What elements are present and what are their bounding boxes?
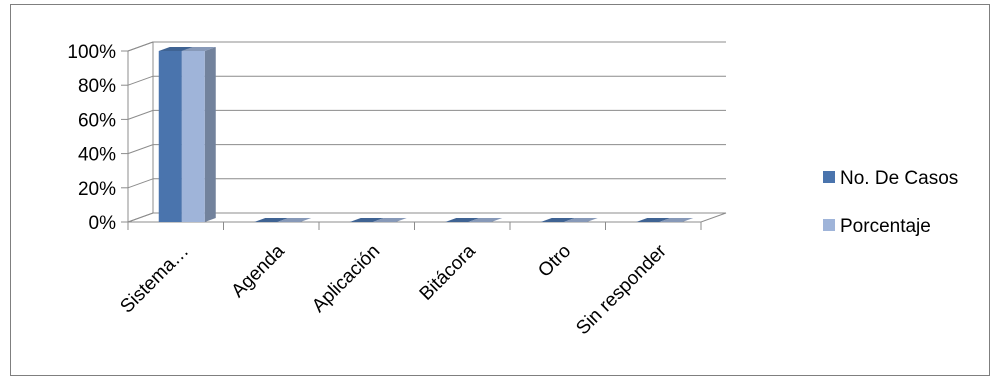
- bar-top: [563, 218, 598, 222]
- bar-top: [468, 218, 503, 222]
- bar: [181, 47, 216, 222]
- legend-item: Porcentaje: [823, 216, 931, 237]
- gridline-side: [127, 178, 154, 189]
- bar: [659, 218, 694, 222]
- bar: [468, 218, 503, 222]
- x-tick-label: Otro: [534, 241, 575, 282]
- legend-item: No. De Casos: [823, 168, 958, 189]
- chart-walls: [127, 41, 727, 223]
- bar-top: [277, 218, 312, 222]
- bar: [445, 218, 480, 222]
- x-tick-label: Sistema…: [116, 241, 193, 318]
- bar-front: [158, 51, 182, 222]
- x-tick-label: Agenda: [228, 240, 289, 301]
- x-tick-label: Bitácora: [416, 240, 480, 304]
- chart-floor: [127, 212, 727, 223]
- y-tick-label: 40%: [78, 145, 116, 166]
- bar-chart: 0% 20% 40% 60% 80% 100% Sistema… Agenda Aplicac…: [67, 41, 958, 339]
- chart-frame: 0% 20% 40% 60% 80% 100% Sistema… Agenda Aplicac…: [10, 4, 990, 376]
- legend-label: Porcentaje: [840, 216, 931, 237]
- bar: [277, 218, 312, 222]
- x-axis: Sistema… Agenda Aplicación Bitácora OtroSin …: [116, 222, 702, 339]
- bar-top: [181, 47, 216, 51]
- x-tick-label: Aplicación: [308, 241, 384, 317]
- legend: No. De Casos Porcentaje: [823, 168, 958, 237]
- bar: [540, 218, 575, 222]
- bar-top: [254, 218, 289, 222]
- gridline-side: [127, 75, 154, 86]
- y-tick-label: 80%: [78, 76, 116, 97]
- legend-label: No. De Casos: [840, 168, 958, 189]
- y-tick-label: 20%: [78, 179, 116, 200]
- bar-top: [636, 218, 671, 222]
- y-tick-label: 0%: [89, 213, 117, 234]
- bar-top: [349, 218, 384, 222]
- y-tick-label: 100%: [67, 42, 116, 63]
- bar-top: [372, 218, 407, 222]
- bar-top: [158, 47, 193, 51]
- bar: [636, 218, 671, 222]
- bars: [158, 47, 694, 222]
- bar-top: [659, 218, 694, 222]
- bar-top: [445, 218, 480, 222]
- legend-swatch: [823, 219, 835, 231]
- gridline-side: [127, 144, 154, 155]
- gridline-side: [127, 212, 154, 223]
- bar-side: [204, 47, 216, 222]
- legend-swatch: [823, 171, 835, 183]
- bar: [254, 218, 289, 222]
- bar: [349, 218, 384, 222]
- bar: [372, 218, 407, 222]
- gridline-side: [127, 41, 154, 52]
- bar-top: [540, 218, 575, 222]
- gridline-side: [127, 109, 154, 120]
- y-tick-label: 60%: [78, 110, 116, 131]
- gridlines: [127, 41, 726, 223]
- y-axis: 0% 20% 40% 60% 80% 100%: [67, 42, 128, 234]
- x-tick-label: Sin responder: [572, 240, 671, 339]
- bar-front: [181, 51, 205, 222]
- bar: [563, 218, 598, 222]
